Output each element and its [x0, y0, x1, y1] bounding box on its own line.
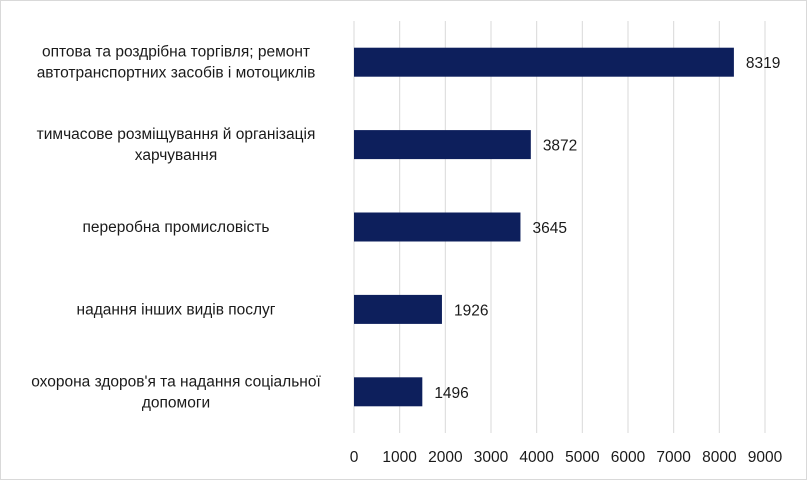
x-tick-labels: 0 1000 2000 3000 4000 5000 6000 7000 8000 9000 [350, 449, 783, 466]
x-tick-label: 0 [350, 449, 359, 466]
x-tick-label: 1000 [382, 449, 417, 466]
value-label: 8319 [746, 55, 780, 72]
bar [354, 47, 734, 77]
bar [354, 212, 521, 242]
category-label-line: автотранспортних засобів і мотоциклів [37, 65, 316, 82]
category-label: тимчасове розміщування й організація харч… [37, 126, 316, 164]
category-label-line: тимчасове розміщування й організація [37, 126, 316, 143]
value-label: 1926 [454, 302, 488, 319]
value-labels: 8319 3872 3645 1926 1496 [434, 55, 780, 402]
category-label: охорона здоров'я та надання соціальної до… [31, 373, 321, 411]
x-tick-label: 9000 [748, 449, 783, 466]
category-label-line: переробна промисловість [83, 219, 270, 236]
bar [354, 294, 442, 324]
category-label-line: надання інших видів послуг [77, 301, 276, 318]
x-tick-label: 6000 [611, 449, 646, 466]
category-label: оптова та роздрібна торгівля; ремонт авто… [37, 44, 316, 82]
category-label: переробна промисловість [83, 219, 270, 236]
x-tick-label: 3000 [474, 449, 509, 466]
category-labels: оптова та роздрібна торгівля; ремонт авто… [31, 44, 321, 412]
x-tick-label: 5000 [565, 449, 600, 466]
category-label-line: оптова та роздрібна торгівля; ремонт [42, 44, 310, 61]
bar [354, 377, 423, 407]
category-label-line: допомоги [142, 394, 210, 411]
value-label: 1496 [434, 385, 468, 402]
gridlines [353, 21, 766, 433]
bar [354, 130, 531, 160]
value-label: 3645 [532, 220, 566, 237]
category-label-line: харчування [135, 147, 218, 164]
value-label: 3872 [543, 138, 577, 155]
x-tick-label: 2000 [428, 449, 463, 466]
category-label-line: охорона здоров'я та надання соціальної [31, 373, 321, 390]
category-label: надання інших видів послуг [77, 301, 276, 318]
x-tick-label: 7000 [656, 449, 691, 466]
x-tick-label: 8000 [702, 449, 737, 466]
x-tick-label: 4000 [519, 449, 554, 466]
bars [354, 47, 734, 407]
